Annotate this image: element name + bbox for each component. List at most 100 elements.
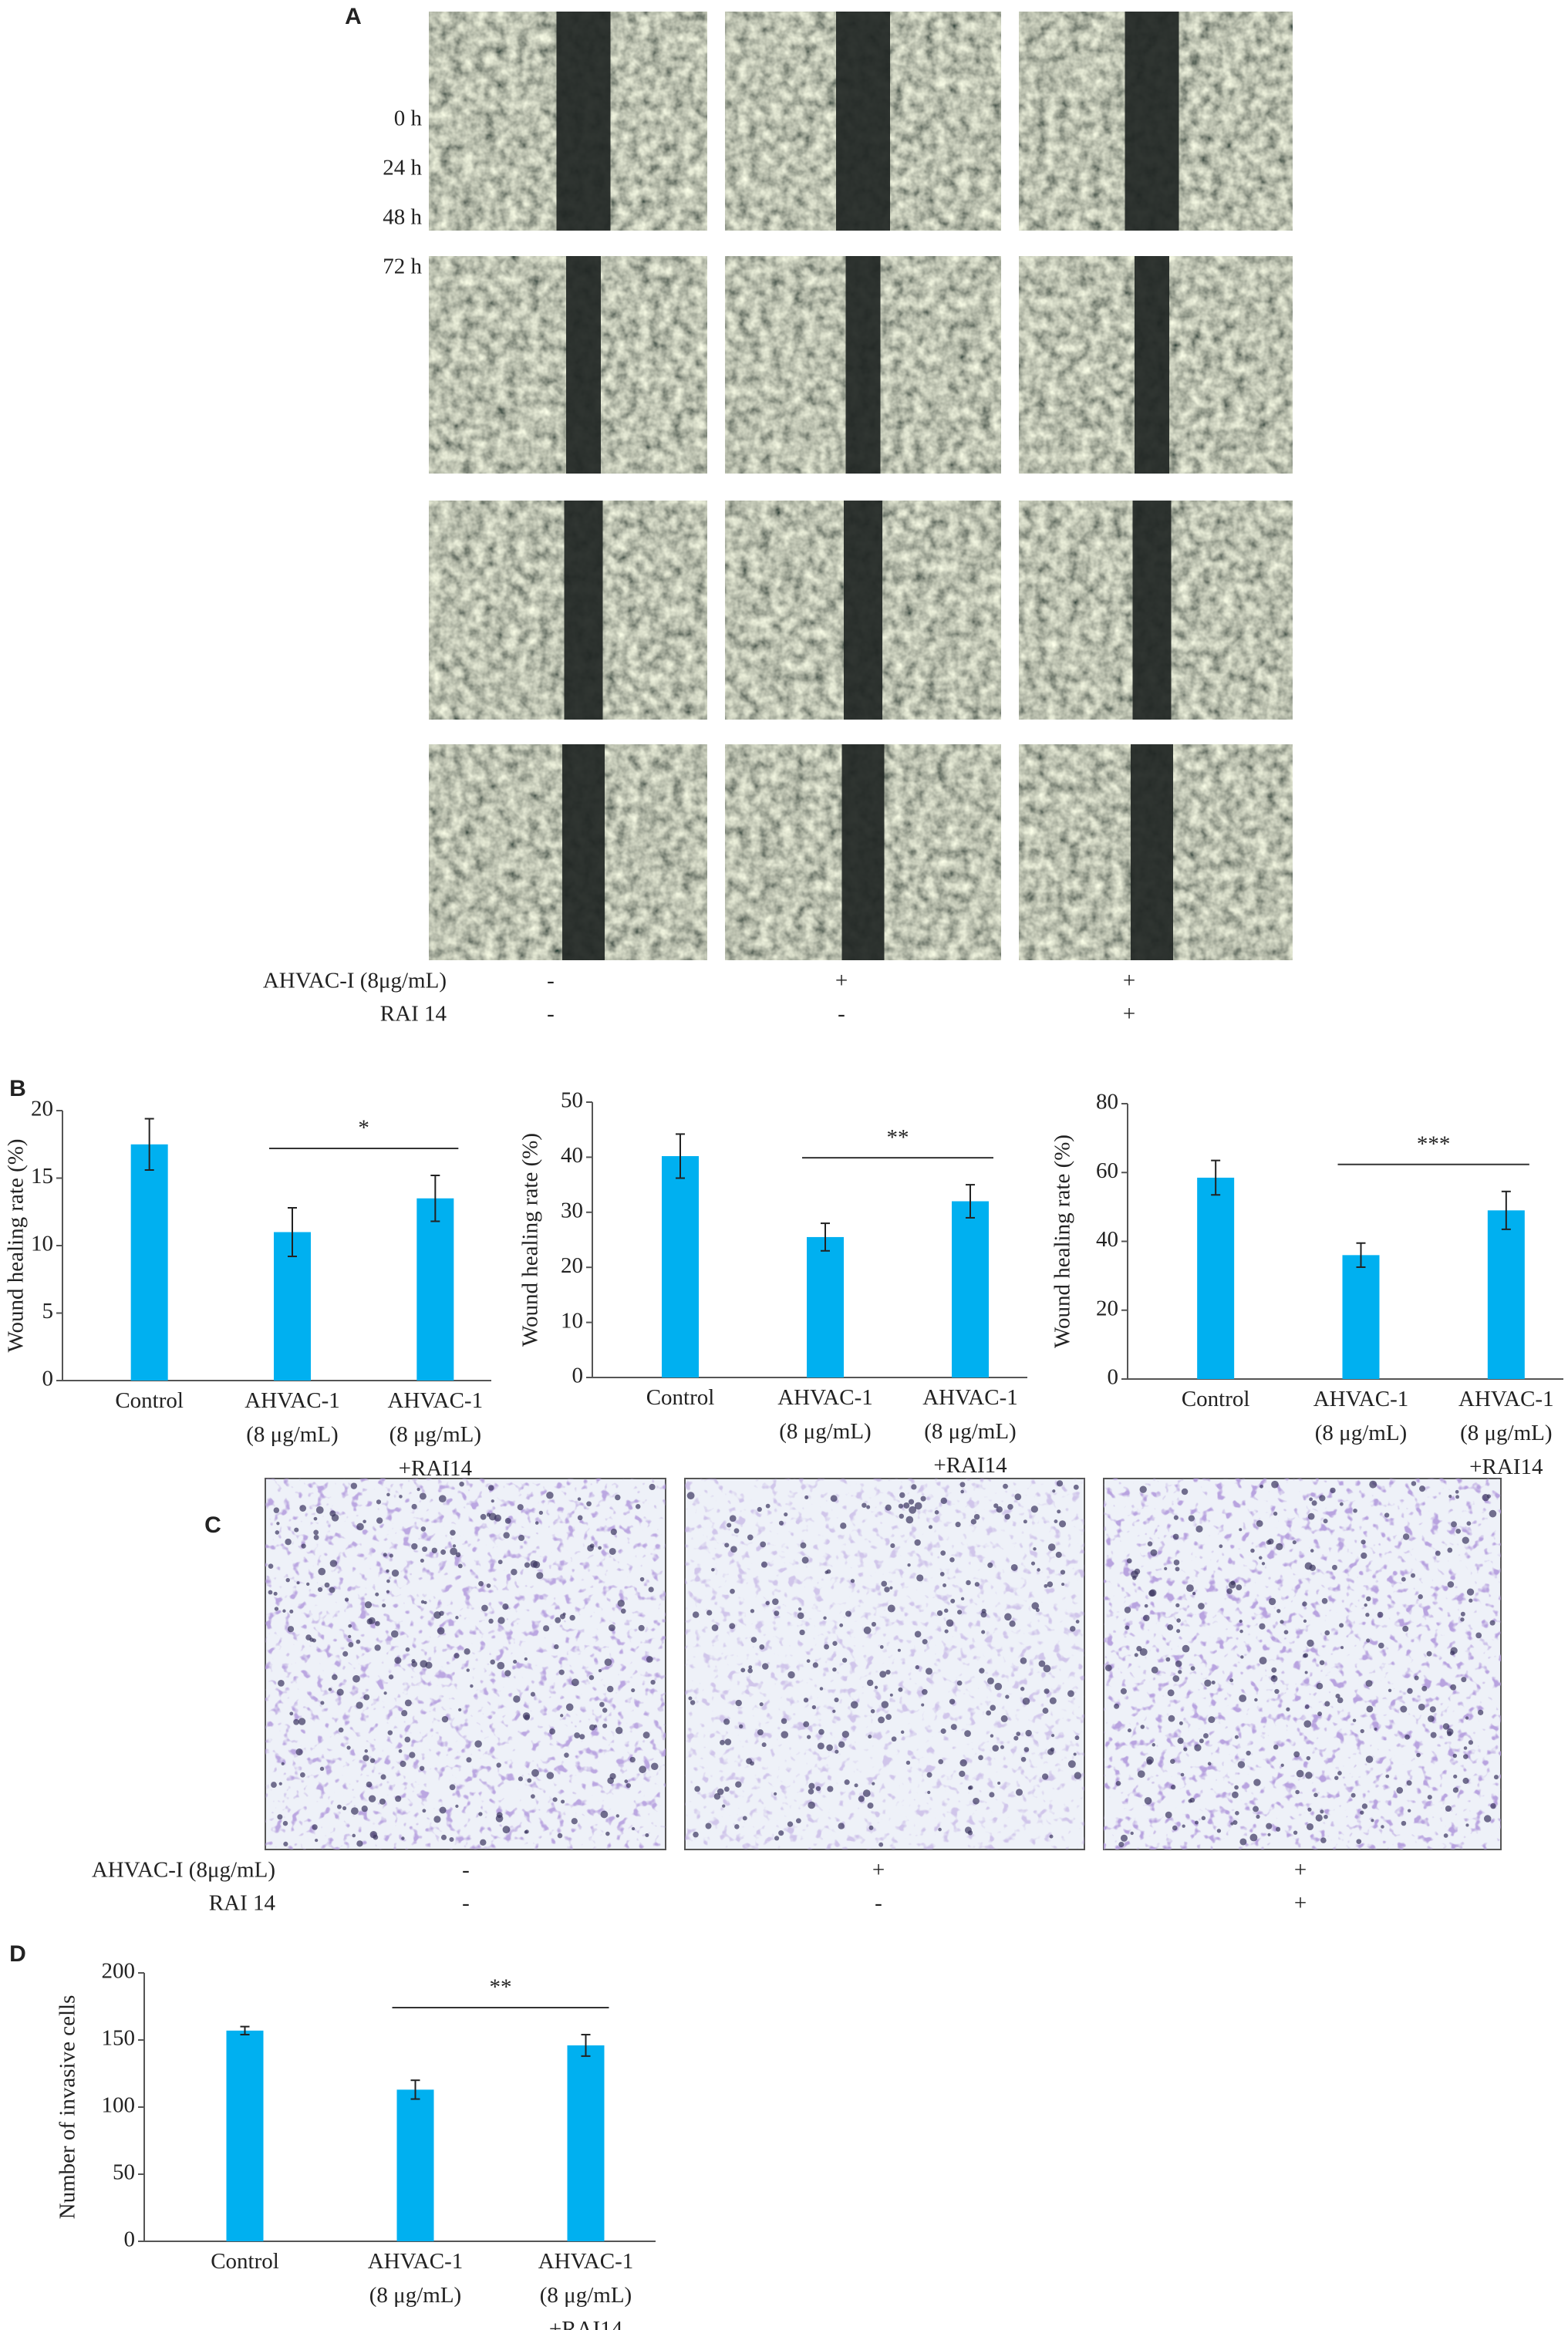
- cell-dot: [1042, 1708, 1049, 1715]
- cell-dot: [795, 1818, 801, 1824]
- treatment-label: RAI 14: [209, 1891, 276, 1916]
- y-tick-label: 10: [561, 1308, 583, 1333]
- wound-gap: [1131, 744, 1173, 960]
- cell-dot: [1126, 1558, 1132, 1564]
- cell-dot: [600, 1810, 609, 1819]
- cell-dot: [797, 1607, 802, 1611]
- cell-dot: [524, 1562, 531, 1568]
- cell-dot: [466, 1668, 470, 1672]
- cell-dot: [1337, 1697, 1344, 1704]
- cell-dot: [557, 1833, 563, 1839]
- cell-dot: [1324, 1701, 1330, 1707]
- label-line: AHVAC-1: [777, 1385, 873, 1410]
- cell-dot: [940, 1497, 947, 1505]
- cell-dot: [943, 1608, 949, 1613]
- cell-dot: [1443, 1833, 1448, 1838]
- cell-dot: [801, 1556, 809, 1564]
- cell-dot: [1401, 1820, 1407, 1826]
- cell-dot: [1208, 1716, 1216, 1724]
- error-bar: [581, 2034, 591, 2057]
- cell-dot: [942, 1583, 947, 1587]
- cell-dot: [827, 1785, 834, 1792]
- cell-dot: [282, 1609, 286, 1613]
- cell-dot: [1074, 1772, 1082, 1779]
- x-tick-label: AHVAC-1 (8 μg/mL) +RAI14: [1458, 1387, 1554, 1479]
- cell-dot: [1307, 1807, 1312, 1812]
- cell-dot: [1052, 1489, 1056, 1493]
- cell-dot: [564, 1752, 569, 1758]
- cell-dot: [787, 1671, 795, 1679]
- cell-dot: [441, 1715, 449, 1723]
- cell-dot: [1005, 1694, 1010, 1699]
- cell-dot: [513, 1695, 521, 1703]
- cell-dot: [401, 1836, 405, 1840]
- cell-dot: [944, 1629, 949, 1634]
- cell-dot: [276, 1522, 280, 1526]
- cell-dot: [607, 1685, 614, 1693]
- cell-dot: [629, 1756, 636, 1763]
- cell-dot: [1140, 1725, 1145, 1729]
- cell-dot: [1483, 1815, 1492, 1823]
- cell-dot: [750, 1609, 755, 1613]
- cell-dot: [1428, 1715, 1435, 1722]
- cell-dot: [329, 1560, 338, 1567]
- cell-dot: [1489, 1509, 1497, 1518]
- error-bar: [1501, 1190, 1511, 1230]
- cell-dot: [817, 1742, 824, 1750]
- cell-dot: [1004, 1513, 1010, 1520]
- cell-dot: [1253, 1779, 1261, 1786]
- cell-dot: [356, 1701, 363, 1709]
- cell-dot: [1216, 1829, 1222, 1833]
- y-axis-label: Wound healing rate (%): [518, 1133, 543, 1347]
- label-line: Control: [1182, 1387, 1250, 1411]
- cell-dot: [727, 1522, 732, 1528]
- cell-dot: [626, 1782, 632, 1789]
- cell-dot: [1239, 1629, 1243, 1634]
- cell-dot: [1402, 1625, 1409, 1632]
- cell-dot: [380, 1774, 386, 1780]
- cell-dot: [278, 1679, 285, 1687]
- cell-dot: [759, 1702, 764, 1707]
- treatment-sign: +: [1123, 1002, 1135, 1027]
- cell-dot: [530, 1691, 535, 1697]
- cell-dot: [375, 1592, 379, 1597]
- cell-dot: [1056, 1480, 1064, 1487]
- cell-dot: [1139, 1485, 1147, 1493]
- cell-dot: [1178, 1670, 1182, 1674]
- cell-dot: [486, 1512, 491, 1517]
- cell-dot: [878, 1842, 884, 1847]
- cell-dot: [273, 1507, 280, 1513]
- cell-dot: [312, 1824, 318, 1830]
- cell-dot: [815, 1785, 821, 1792]
- cell-dot: [879, 1645, 884, 1649]
- cell-dot: [313, 1529, 319, 1536]
- cell-dot: [1295, 1789, 1300, 1795]
- cell-dot: [348, 1642, 354, 1647]
- cell-dot: [1047, 1543, 1056, 1551]
- cell-dot: [840, 1522, 847, 1529]
- cell-dot: [589, 1543, 595, 1549]
- cell-dot: [717, 1788, 724, 1796]
- cell-dot: [692, 1611, 700, 1618]
- cell-dot: [858, 1796, 865, 1802]
- cell-dot: [1256, 1519, 1263, 1527]
- treatment-sign: -: [462, 1891, 470, 1916]
- cell-dot: [1366, 1705, 1374, 1713]
- y-tick-label: 80: [1096, 1090, 1118, 1114]
- cell-dot: [959, 1758, 967, 1767]
- cell-dot: [874, 1685, 878, 1689]
- y-tick-label: 200: [102, 1959, 136, 1984]
- cell-dot: [1000, 1745, 1004, 1749]
- cell-dot: [1306, 1755, 1311, 1761]
- cell-dot: [586, 1501, 592, 1507]
- cell-dot: [631, 1688, 636, 1693]
- cell-dot: [1195, 1525, 1203, 1533]
- cell-dot: [774, 1610, 780, 1617]
- bar: [952, 1201, 989, 1377]
- label-line: (8 μg/mL): [540, 2283, 632, 2308]
- cell-dot: [379, 1798, 386, 1805]
- cell-dot: [1131, 1570, 1138, 1579]
- cell-dot: [1455, 1495, 1460, 1499]
- cell-dot: [649, 1483, 656, 1491]
- label-line: Control: [115, 1388, 184, 1413]
